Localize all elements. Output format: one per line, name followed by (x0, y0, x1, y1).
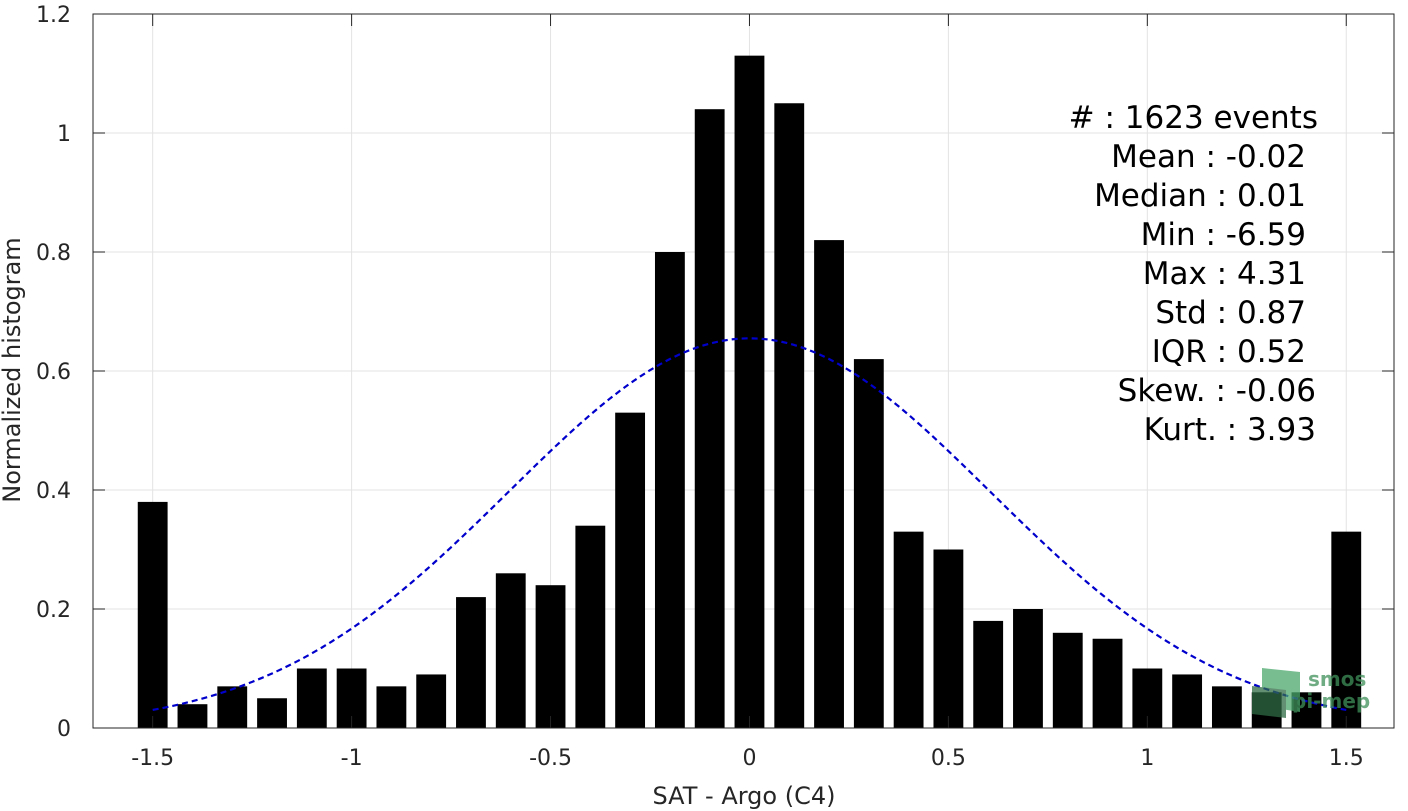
histogram-bar (376, 686, 407, 728)
bars (137, 55, 1362, 728)
stat-line: Std : 0.87 (1155, 295, 1306, 331)
stat-line: Max : 4.31 (1143, 256, 1306, 292)
x-tick-label: 1.5 (1329, 746, 1364, 771)
y-tick-labels: 0 0.2 0.4 0.6 0.8 1 1.2 (36, 3, 71, 742)
histogram-bar (1211, 686, 1242, 728)
y-tick-label: 0 (57, 717, 71, 742)
stat-line: IQR : 0.52 (1152, 334, 1306, 370)
stat-line: Mean : -0.02 (1111, 139, 1306, 175)
x-tick-label: 0.5 (931, 746, 966, 771)
histogram-bar (177, 704, 208, 728)
x-tick-label: -1 (341, 746, 363, 771)
stat-line: # : 1623 events (1069, 100, 1318, 136)
histogram-bar (734, 55, 765, 728)
histogram-bar (137, 501, 168, 728)
histogram-bar (853, 359, 884, 728)
histogram-bar (973, 620, 1004, 728)
y-tick-label: 0.8 (36, 241, 71, 266)
y-tick-label: 1 (57, 122, 71, 147)
histogram-bar (933, 549, 964, 728)
histogram-bar (615, 412, 646, 728)
histogram-bar (535, 585, 566, 728)
histogram-bar (814, 240, 844, 728)
histogram-bar (456, 597, 486, 728)
x-tick-label: 1 (1140, 746, 1154, 771)
y-tick-label: 0.4 (36, 479, 71, 504)
stat-line: Skew. : -0.06 (1118, 373, 1316, 409)
histogram-bar (1172, 674, 1203, 728)
histogram-bar (1331, 531, 1362, 728)
histogram-bar (893, 531, 924, 728)
x-tick-label: -1.5 (131, 746, 174, 771)
x-tick-labels: -1.5 -1 -0.5 0 0.5 1 1.5 (131, 746, 1364, 771)
histogram-bar (257, 698, 287, 728)
histogram-bar (296, 668, 327, 728)
histogram-bar (694, 109, 725, 728)
axes-frame (92, 13, 1395, 729)
stat-line: Median : 0.01 (1094, 178, 1306, 214)
histogram-bar (416, 674, 447, 728)
histogram-bar (1052, 632, 1083, 728)
histogram-bar (1092, 638, 1123, 728)
smos-pi-mep-logo: smos pi-mep (1252, 667, 1370, 718)
x-tick-label: -0.5 (529, 746, 572, 771)
histogram-bar (495, 573, 526, 728)
watermark-line1: smos (1308, 667, 1366, 691)
histogram-bar (1013, 609, 1043, 728)
histogram-bar (774, 103, 805, 728)
histogram-bar (654, 252, 685, 728)
y-tick-label: 1.2 (36, 3, 71, 28)
stat-line: Min : -6.59 (1141, 217, 1306, 253)
y-axis-label: Normalized histogram (0, 237, 26, 502)
histogram-bar (575, 525, 606, 728)
stat-line: Kurt. : 3.93 (1144, 412, 1316, 448)
watermark-line2: pi-mep (1292, 689, 1370, 713)
x-tick-label: 0 (742, 746, 756, 771)
y-tick-label: 0.2 (36, 598, 71, 623)
y-tick-label: 0.6 (36, 360, 71, 385)
x-axis-label: SAT - Argo (C4) (653, 782, 836, 810)
